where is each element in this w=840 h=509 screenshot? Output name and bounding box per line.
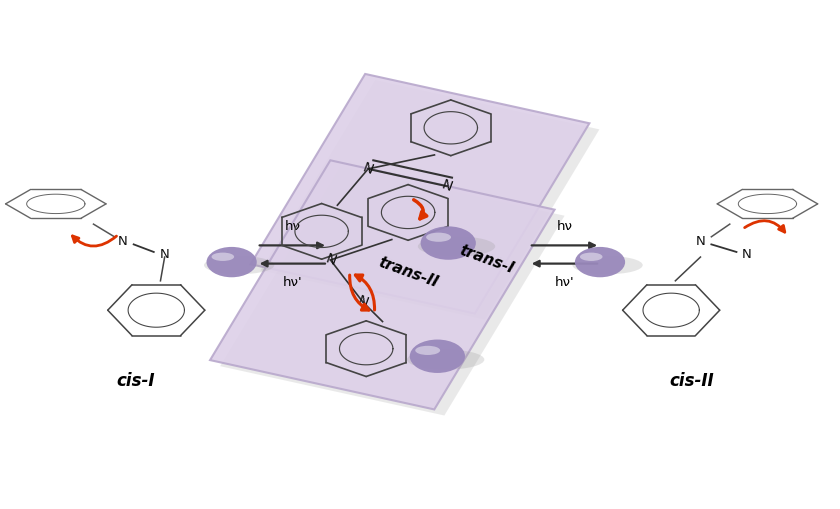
Text: hν': hν' [554, 276, 575, 289]
Ellipse shape [212, 252, 234, 261]
Text: N: N [361, 160, 375, 177]
Text: N: N [742, 248, 752, 261]
Ellipse shape [580, 252, 602, 261]
Text: N: N [439, 178, 454, 194]
Text: trans-II: trans-II [376, 254, 440, 290]
Ellipse shape [421, 227, 475, 260]
Text: cis-II: cis-II [669, 372, 714, 390]
Polygon shape [220, 166, 564, 415]
Text: N: N [323, 251, 338, 268]
Polygon shape [250, 74, 590, 314]
Text: N: N [355, 294, 370, 310]
Ellipse shape [572, 256, 643, 274]
Ellipse shape [204, 256, 275, 274]
Ellipse shape [426, 233, 451, 242]
Text: hν: hν [556, 220, 572, 233]
Ellipse shape [575, 247, 625, 277]
Ellipse shape [415, 346, 440, 355]
Polygon shape [210, 160, 554, 409]
Ellipse shape [410, 340, 465, 373]
Text: N: N [696, 235, 706, 248]
Text: hν': hν' [282, 276, 302, 289]
Ellipse shape [417, 236, 496, 257]
Ellipse shape [407, 350, 485, 370]
Text: cis-I: cis-I [116, 372, 155, 390]
Text: N: N [160, 248, 170, 261]
Text: N: N [118, 235, 128, 248]
Polygon shape [260, 80, 600, 320]
Text: trans-I: trans-I [458, 243, 516, 276]
Ellipse shape [207, 247, 257, 277]
Text: hν: hν [284, 220, 301, 233]
